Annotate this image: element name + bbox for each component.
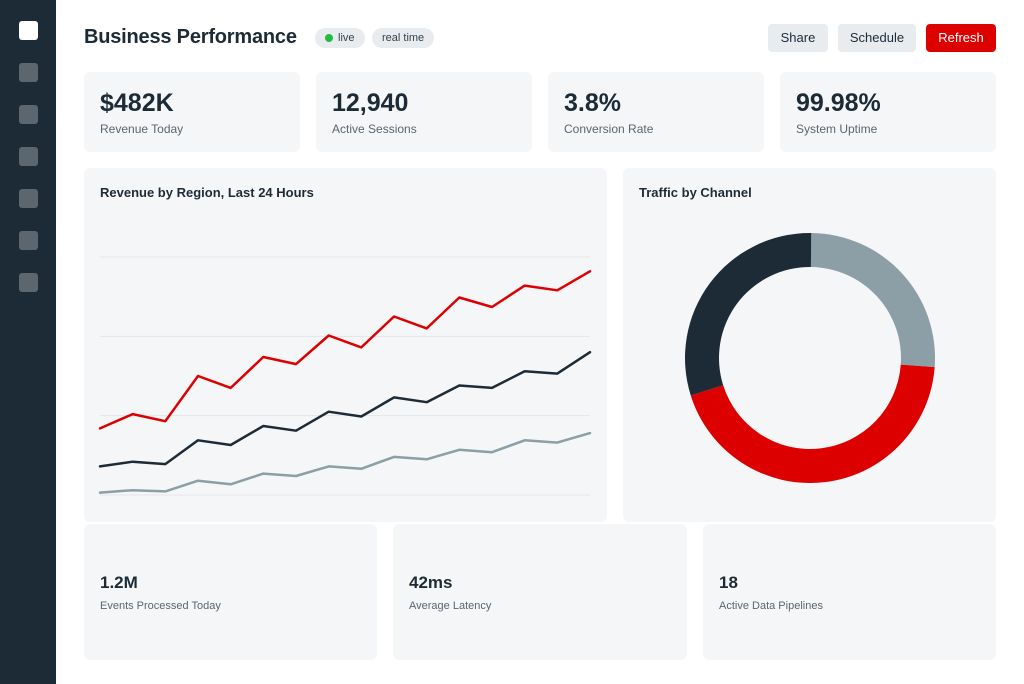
series-line-2 — [98, 350, 592, 468]
traffic-chart-title: Traffic by Channel — [639, 185, 752, 200]
realtime-badge: real time — [372, 28, 435, 48]
stat-card-pipelines: 18 Active Data Pipelines — [703, 524, 996, 660]
stat-card-latency: 42ms Average Latency — [393, 524, 687, 660]
live-badge: live — [315, 28, 365, 48]
revenue-line-chart — [98, 256, 592, 496]
stat-card-events: 1.2M Events Processed Today — [84, 524, 377, 660]
page-title: Business Performance — [84, 26, 297, 48]
sidebar-item-7[interactable] — [19, 273, 38, 292]
stat-label: Average Latency — [409, 600, 492, 612]
kpi-card-sessions: 12,940 Active Sessions — [316, 72, 532, 152]
kpi-value: 99.98% — [796, 89, 881, 117]
kpi-value: 12,940 — [332, 89, 409, 117]
kpi-card-uptime: 99.98% System Uptime — [780, 72, 996, 152]
kpi-value: 3.8% — [564, 89, 621, 117]
stat-label: Active Data Pipelines — [719, 600, 823, 612]
stat-value: 1.2M — [100, 573, 138, 592]
sidebar-item-2[interactable] — [19, 63, 38, 82]
share-button[interactable]: Share — [768, 24, 828, 52]
sidebar-item-4[interactable] — [19, 147, 38, 166]
kpi-label: Active Sessions — [332, 122, 417, 136]
sidebar-item-3[interactable] — [19, 105, 38, 124]
donut-slice-1 — [810, 233, 936, 368]
kpi-label: System Uptime — [796, 122, 878, 136]
schedule-button[interactable]: Schedule — [838, 24, 916, 52]
traffic-chart-panel: Traffic by Channel — [623, 168, 996, 522]
kpi-label: Revenue Today — [100, 122, 184, 136]
sidebar-item-6[interactable] — [19, 231, 38, 250]
live-badge-label: live — [338, 32, 355, 44]
donut-slice-2 — [690, 364, 935, 484]
live-status-dot-icon — [325, 34, 333, 42]
revenue-chart-panel: Revenue by Region, Last 24 Hours — [84, 168, 607, 522]
kpi-card-revenue: $482K Revenue Today — [84, 72, 300, 152]
refresh-button[interactable]: Refresh — [926, 24, 996, 52]
stat-value: 18 — [719, 573, 738, 592]
sidebar — [0, 0, 56, 684]
sidebar-item-5[interactable] — [19, 189, 38, 208]
stat-value: 42ms — [409, 573, 453, 592]
donut-slice-3 — [685, 233, 812, 396]
revenue-chart-title: Revenue by Region, Last 24 Hours — [100, 185, 314, 200]
series-line-3 — [98, 431, 592, 494]
series-line-1 — [98, 270, 592, 430]
sidebar-item-1[interactable] — [19, 21, 38, 40]
kpi-card-conversion: 3.8% Conversion Rate — [548, 72, 764, 152]
stat-label: Events Processed Today — [100, 600, 221, 612]
kpi-value: $482K — [100, 89, 174, 117]
traffic-donut-chart — [685, 233, 936, 484]
kpi-label: Conversion Rate — [564, 122, 654, 136]
